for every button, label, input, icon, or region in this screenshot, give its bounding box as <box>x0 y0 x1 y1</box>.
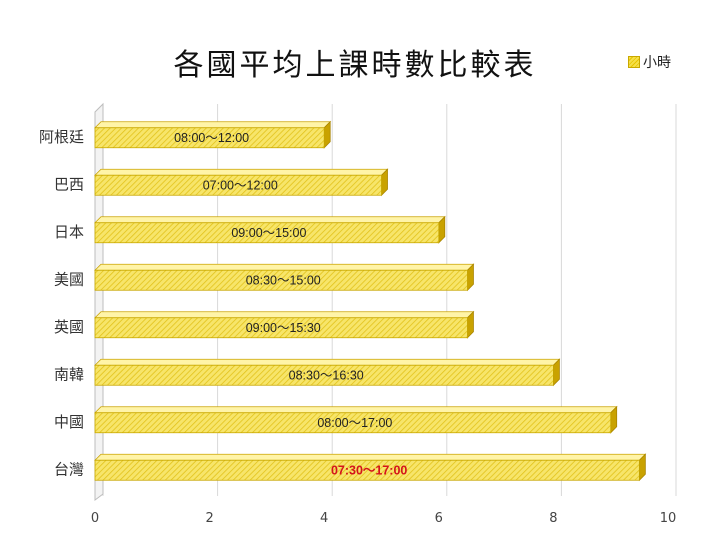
data-label-7: 07:30～17:00 <box>331 463 407 477</box>
bar-top-2 <box>94 216 446 224</box>
category-label-1: 巴西 <box>54 175 84 193</box>
x-tick-label-0: 0 <box>91 511 99 526</box>
category-label-7: 台灣 <box>54 460 84 478</box>
bar-3 <box>94 269 468 291</box>
x-tick-label-2: 4 <box>320 511 328 526</box>
bar-top-7 <box>94 453 647 461</box>
bar-6 <box>94 412 612 434</box>
category-label-5: 南韓 <box>54 365 84 383</box>
legend: 小時 <box>628 52 671 72</box>
bar-top-4 <box>94 311 475 319</box>
x-tick-label-3: 6 <box>435 511 443 526</box>
x-tick-label-5: 10 <box>660 511 677 526</box>
data-label-6: 08:00～17:00 <box>317 416 392 430</box>
bar-top-6 <box>94 406 618 414</box>
legend-swatch <box>628 56 640 68</box>
category-label-3: 美國 <box>54 270 84 288</box>
bar-4 <box>94 317 468 339</box>
bar-top-5 <box>94 358 561 366</box>
bar-1 <box>94 174 382 196</box>
bar-5 <box>94 364 554 386</box>
axis-wall <box>94 102 104 501</box>
chart-title: 各國平均上課時數比較表 <box>173 48 537 83</box>
data-label-3: 08:30～15:00 <box>246 273 321 287</box>
bar-0 <box>94 127 325 149</box>
x-tick-label-4: 8 <box>549 511 557 526</box>
data-label-4: 09:00～15:30 <box>246 321 321 335</box>
data-label-5: 08:30～16:30 <box>289 368 364 382</box>
bar-2 <box>94 222 440 244</box>
data-label-0: 08:00～12:00 <box>174 131 249 145</box>
legend-label: 小時 <box>643 55 671 71</box>
category-label-0: 阿根廷 <box>39 128 84 146</box>
data-label-2: 09:00～15:00 <box>231 226 306 240</box>
bar-top-3 <box>94 263 475 271</box>
category-label-2: 日本 <box>54 223 84 241</box>
bar-7 <box>94 459 640 481</box>
data-label-1: 07:00～12:00 <box>203 178 278 192</box>
x-tick-label-1: 2 <box>205 511 213 526</box>
category-label-6: 中國 <box>54 413 84 431</box>
bar-top-1 <box>94 168 389 176</box>
bar-top-0 <box>94 121 332 129</box>
category-label-4: 英國 <box>54 318 84 336</box>
